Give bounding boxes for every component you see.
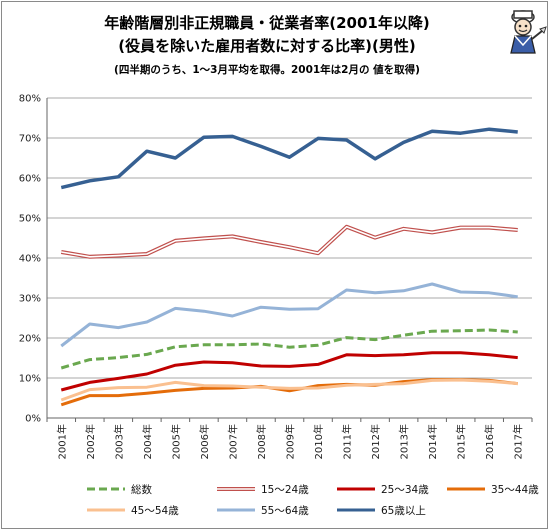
legend-label-age45_54: 45～54歳 [131, 505, 179, 517]
x-tick-label: 2013年 [398, 424, 411, 459]
y-tick-label: 20% [19, 334, 41, 345]
legend-label-age55_64: 55～64歳 [261, 505, 309, 517]
series-line-age35_44 [60, 378, 518, 407]
y-tick-label: 10% [19, 374, 41, 385]
y-tick-label: 0% [25, 414, 41, 425]
legend-label-total: 総数 [131, 483, 152, 496]
series-line-age55_64 [60, 282, 518, 348]
grid-lines [47, 97, 532, 419]
x-tick-label: 2004年 [141, 424, 154, 459]
legend-label-age25_34: 25～34歳 [381, 484, 429, 496]
chart-title-line1: 年齢階層別非正規職員・従業者率(2001年以降) [104, 14, 430, 32]
x-tick-label: 2010年 [312, 424, 325, 459]
legend-label-age15_24: 15～24歳 [261, 484, 309, 496]
x-tick-label: 2012年 [369, 424, 382, 459]
x-tick-label: 2008年 [255, 424, 268, 459]
y-tick-label: 70% [19, 134, 41, 145]
x-tick-label: 2016年 [483, 424, 496, 459]
x-tick-label: 2006年 [198, 424, 211, 459]
axes: 0% 10% 20% 30% 40% 50% 60% 70% 80% 2001年 2002年 2003… [19, 94, 533, 459]
chart-subtitle: (四半期のうち、1～3月平均を取得。2001年は2月の 値を取得) [114, 64, 420, 76]
y-tick-label: 30% [19, 294, 41, 305]
x-tick-label: 2002年 [84, 424, 97, 459]
x-tick-label: 2017年 [512, 424, 525, 459]
series-line-age15_24 [60, 224, 518, 259]
x-tick-label: 2003年 [112, 424, 125, 459]
series-line-age25_34 [60, 351, 518, 392]
legend: 総数 15～24歳 25～34歳 35～44歳 45～54歳 55～64歳 65歳以上 [87, 483, 539, 517]
x-tick-label: 2014年 [426, 424, 439, 459]
series-line-total [60, 328, 518, 370]
series-lines [60, 127, 518, 407]
x-tick-label: 2009年 [284, 424, 297, 459]
x-tick-label: 2011年 [341, 424, 354, 459]
y-tick-label: 60% [19, 174, 41, 185]
x-tick-label: 2007年 [226, 424, 239, 459]
x-tick-label: 2001年 [55, 424, 68, 459]
y-tick-label: 50% [19, 214, 41, 225]
legend-label-age35_44: 35～44歳 [491, 484, 539, 496]
chart-title-line2: (役員を除いた雇用者数に対する比率)(男性) [118, 37, 416, 55]
mascot-logo [510, 10, 547, 54]
x-tick-label: 2015年 [455, 424, 468, 459]
legend-label-age65plus: 65歳以上 [381, 505, 426, 517]
y-tick-label: 80% [19, 94, 41, 105]
y-tick-label: 40% [19, 254, 41, 265]
x-tick-label: 2005年 [169, 424, 182, 459]
